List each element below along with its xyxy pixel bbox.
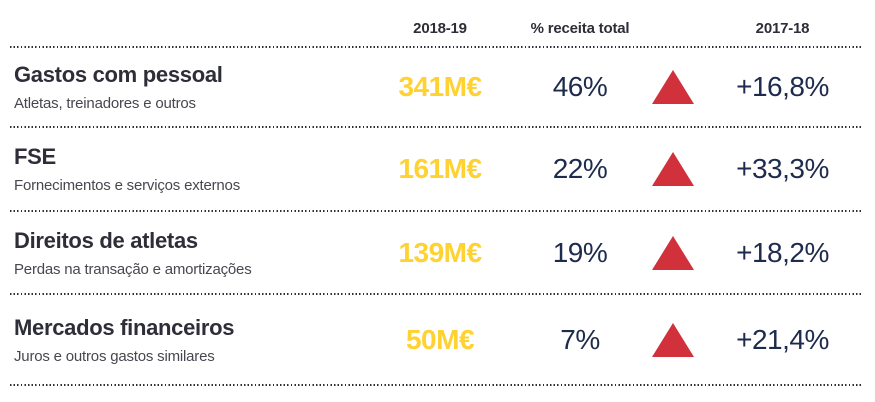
triangle-up-icon <box>651 152 694 186</box>
dotted-divider <box>10 210 862 212</box>
row-title: Mercados financeiros <box>14 314 235 340</box>
trend-cell <box>645 322 700 357</box>
expenses-table: 2018-19 % receita total 2017-18 Gastos c… <box>10 0 865 386</box>
change-vs-2017-18: +33,3% <box>736 153 829 184</box>
pct-receita-total: 7% <box>560 323 600 355</box>
value-2018-19: 50M€ <box>405 323 475 355</box>
table-row-direitos-de-atletas: Direitos de atletas Perdas na transação … <box>10 212 865 293</box>
row-label-group: Direitos de atletas Perdas na transação … <box>10 228 365 278</box>
header-col-pct-receita-total: % receita total <box>530 20 630 37</box>
row-label-group: FSE Fornecimentos e serviços externos <box>10 144 365 194</box>
pct-receita-total: 46% <box>552 71 608 102</box>
table-row-gastos-com-pessoal: Gastos com pessoal Atletas, treinadores … <box>10 48 865 126</box>
value-2018-19: 161M€ <box>398 153 482 184</box>
row-subtitle: Atletas, treinadores e outros <box>14 95 196 112</box>
trend-cell <box>645 70 700 104</box>
row-label-group: Mercados financeiros Juros e outros gast… <box>10 315 365 365</box>
change-vs-2017-18: +16,8% <box>736 71 829 102</box>
pct-receita-total: 22% <box>552 153 608 184</box>
row-subtitle: Fornecimentos e serviços externos <box>14 177 240 194</box>
pct-receita-total: 19% <box>552 236 608 268</box>
dotted-divider <box>10 46 862 48</box>
trend-cell <box>645 152 700 186</box>
row-title: FSE <box>14 144 56 169</box>
table-row-fse: FSE Fornecimentos e serviços externos 16… <box>10 128 865 210</box>
value-2018-19: 139M€ <box>398 236 482 268</box>
change-vs-2017-18: +18,2% <box>736 236 829 268</box>
row-title: Gastos com pessoal <box>14 62 223 87</box>
header-spacer-trend <box>645 37 700 46</box>
header-col-2017-18: 2017-18 <box>755 20 810 37</box>
trend-cell <box>645 235 700 270</box>
row-subtitle: Juros e outros gastos similares <box>14 347 215 365</box>
value-2018-19: 341M€ <box>398 71 482 102</box>
row-subtitle: Perdas na transação e amortizações <box>14 260 252 278</box>
header-col-2018-19: 2018-19 <box>413 20 467 37</box>
dotted-divider <box>10 384 862 386</box>
table-row-mercados-financeiros: Mercados financeiros Juros e outros gast… <box>10 295 865 384</box>
triangle-up-icon <box>651 235 694 270</box>
table-header-row: 2018-19 % receita total 2017-18 <box>10 0 865 46</box>
triangle-up-icon <box>651 322 694 357</box>
triangle-up-icon <box>651 70 694 104</box>
row-title: Direitos de atletas <box>14 227 198 253</box>
row-label-group: Gastos com pessoal Atletas, treinadores … <box>10 62 365 112</box>
dotted-divider <box>10 293 862 295</box>
dotted-divider <box>10 126 862 128</box>
header-spacer <box>10 37 365 46</box>
change-vs-2017-18: +21,4% <box>736 323 829 355</box>
